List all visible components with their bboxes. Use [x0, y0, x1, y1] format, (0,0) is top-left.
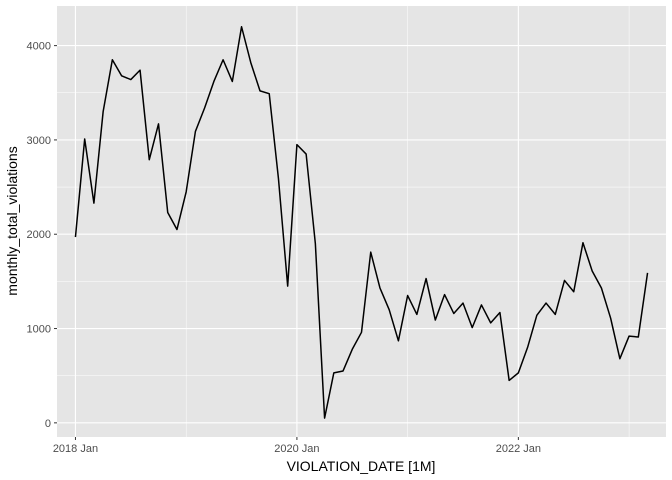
y-tick-label: 0 [45, 418, 51, 430]
y-axis-ticks: 0 1000 2000 3000 4000 [27, 41, 57, 430]
x-tick-label: 2022 Jan [496, 443, 541, 455]
y-axis-title: monthly_total_violations [4, 146, 20, 295]
x-tick-label: 2018 Jan [53, 443, 98, 455]
y-tick-label: 2000 [27, 229, 51, 241]
plot-panel [57, 6, 666, 437]
y-tick-label: 4000 [27, 41, 51, 53]
x-axis-title: VIOLATION_DATE [1M] [287, 458, 436, 474]
minor-gridlines [57, 6, 666, 437]
series-line [74, 26, 649, 419]
x-tick-label: 2020 Jan [274, 443, 319, 455]
y-tick-label: 3000 [27, 135, 51, 147]
y-tick-label: 1000 [27, 324, 51, 336]
x-axis-ticks: 2018 Jan 2020 Jan 2022 Jan [53, 437, 541, 455]
